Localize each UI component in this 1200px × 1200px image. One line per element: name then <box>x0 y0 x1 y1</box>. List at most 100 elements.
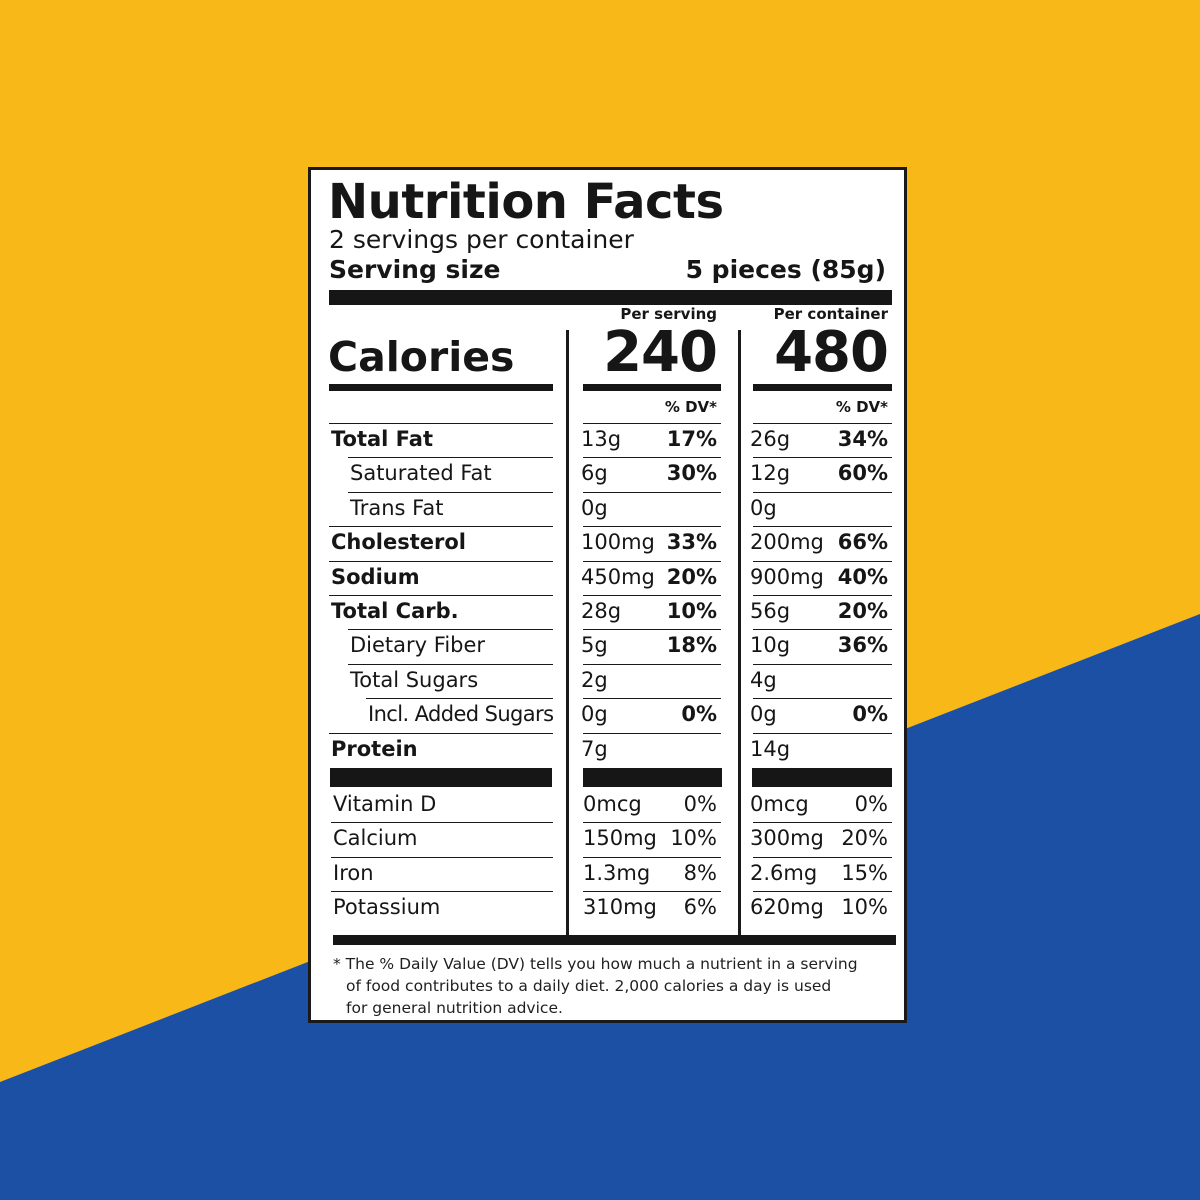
serving-dv: 0% <box>681 702 717 726</box>
serving-amount: 7g <box>581 737 608 761</box>
container-dv: 0% <box>852 702 888 726</box>
row-divider-name <box>329 423 553 424</box>
calories-divider-container <box>753 384 892 391</box>
row-divider-name <box>329 561 553 562</box>
serving-amount: 0mcg <box>583 792 642 816</box>
row-divider-container <box>753 423 892 424</box>
container-amount: 0g <box>750 496 777 520</box>
row-divider-serving <box>583 492 721 493</box>
serving-amount: 0g <box>581 702 608 726</box>
nutrient-name: Sodium <box>331 565 420 589</box>
serving-amount: 310mg <box>583 895 657 919</box>
serving-dv: 8% <box>683 861 717 885</box>
footnote: * The % Daily Value (DV) tells you how m… <box>333 953 893 1019</box>
footnote-line: for general nutrition advice. <box>346 999 563 1017</box>
serving-size-value: 5 pieces (85g) <box>685 255 886 284</box>
row-divider-container <box>753 457 892 458</box>
serving-size-label: Serving size <box>329 255 501 284</box>
nutrition-facts-label: Nutrition Facts 2 servings per container… <box>308 167 907 1023</box>
row-divider-name <box>329 526 553 527</box>
row-divider-serving <box>583 733 721 734</box>
serving-amount: 150mg <box>583 826 657 850</box>
vitamin-divider-name <box>330 768 552 787</box>
serving-dv: 33% <box>666 530 717 554</box>
vitamin-name: Vitamin D <box>333 792 437 816</box>
vitamin-name: Potassium <box>333 895 441 919</box>
container-dv: 20% <box>837 599 888 623</box>
row-divider-serving <box>583 698 721 699</box>
container-dv: 0% <box>854 792 888 816</box>
vitamin-divider-container <box>752 768 892 787</box>
nutrient-name: Total Fat <box>331 427 434 451</box>
serving-amount: 100mg <box>581 530 655 554</box>
vitamin-row-divider-serving <box>583 891 721 892</box>
column-divider-1 <box>566 330 569 938</box>
container-dv: 36% <box>837 633 888 657</box>
footnote-line: of food contributes to a daily diet. 2,0… <box>346 977 832 995</box>
serving-amount: 1.3mg <box>583 861 651 885</box>
dv-header-serving: % DV* <box>664 398 717 416</box>
container-dv: 15% <box>841 861 888 885</box>
row-divider-serving <box>583 457 721 458</box>
row-divider-name <box>329 733 553 734</box>
row-divider-name <box>366 698 553 699</box>
column-divider-2 <box>738 330 741 938</box>
row-divider-serving <box>583 595 721 596</box>
row-divider-container <box>753 698 892 699</box>
serving-dv: 17% <box>666 427 717 451</box>
row-divider-name <box>348 629 553 630</box>
container-amount: 14g <box>750 737 791 761</box>
nutrient-name: Total Sugars <box>350 668 479 692</box>
serving-dv: 6% <box>683 895 717 919</box>
row-divider-serving <box>583 423 721 424</box>
dv-header-container: % DV* <box>835 398 888 416</box>
serving-dv: 10% <box>670 826 717 850</box>
vitamin-row-divider-container <box>753 891 892 892</box>
footnote-line: * The % Daily Value (DV) tells you how m… <box>333 955 858 973</box>
row-divider-container <box>753 595 892 596</box>
row-divider-name <box>348 492 553 493</box>
vitamin-name: Iron <box>333 861 374 885</box>
vitamin-row-divider-name <box>331 857 553 858</box>
serving-dv: 0% <box>683 792 717 816</box>
container-amount: 0mcg <box>750 792 809 816</box>
row-divider-container <box>753 561 892 562</box>
thick-divider-top <box>329 290 892 305</box>
row-divider-serving <box>583 629 721 630</box>
container-amount: 620mg <box>750 895 824 919</box>
row-divider-container <box>753 629 892 630</box>
vitamin-row-divider-name <box>331 822 553 823</box>
serving-amount: 5g <box>581 633 608 657</box>
nutrient-name: Trans Fat <box>350 496 444 520</box>
per-container-header: Per container <box>773 305 888 323</box>
container-amount: 56g <box>750 599 791 623</box>
calories-label: Calories <box>328 333 515 381</box>
nutrient-name: Total Carb. <box>331 599 459 623</box>
calories-divider-serving <box>583 384 721 391</box>
container-amount: 0g <box>750 702 777 726</box>
servings-per-container: 2 servings per container <box>329 225 634 254</box>
serving-dv: 30% <box>666 461 717 485</box>
row-divider-serving <box>583 664 721 665</box>
serving-dv: 20% <box>666 565 717 589</box>
row-divider-serving <box>583 561 721 562</box>
serving-dv: 10% <box>666 599 717 623</box>
vitamin-row-divider-container <box>753 857 892 858</box>
container-dv: 10% <box>841 895 888 919</box>
container-dv: 20% <box>841 826 888 850</box>
row-divider-container <box>753 526 892 527</box>
vitamin-row-divider-serving <box>583 857 721 858</box>
container-dv: 40% <box>837 565 888 589</box>
nutrient-name: Protein <box>331 737 418 761</box>
calories-per-container: 480 <box>774 320 889 385</box>
vitamin-name: Calcium <box>333 826 418 850</box>
nutrient-name: Incl. Added Sugars <box>368 702 554 726</box>
row-divider-container <box>753 492 892 493</box>
row-divider-container <box>753 664 892 665</box>
row-divider-name <box>348 457 553 458</box>
container-amount: 300mg <box>750 826 824 850</box>
container-dv: 60% <box>837 461 888 485</box>
calories-divider-name <box>329 384 553 391</box>
serving-amount: 2g <box>581 668 608 692</box>
container-amount: 200mg <box>750 530 824 554</box>
